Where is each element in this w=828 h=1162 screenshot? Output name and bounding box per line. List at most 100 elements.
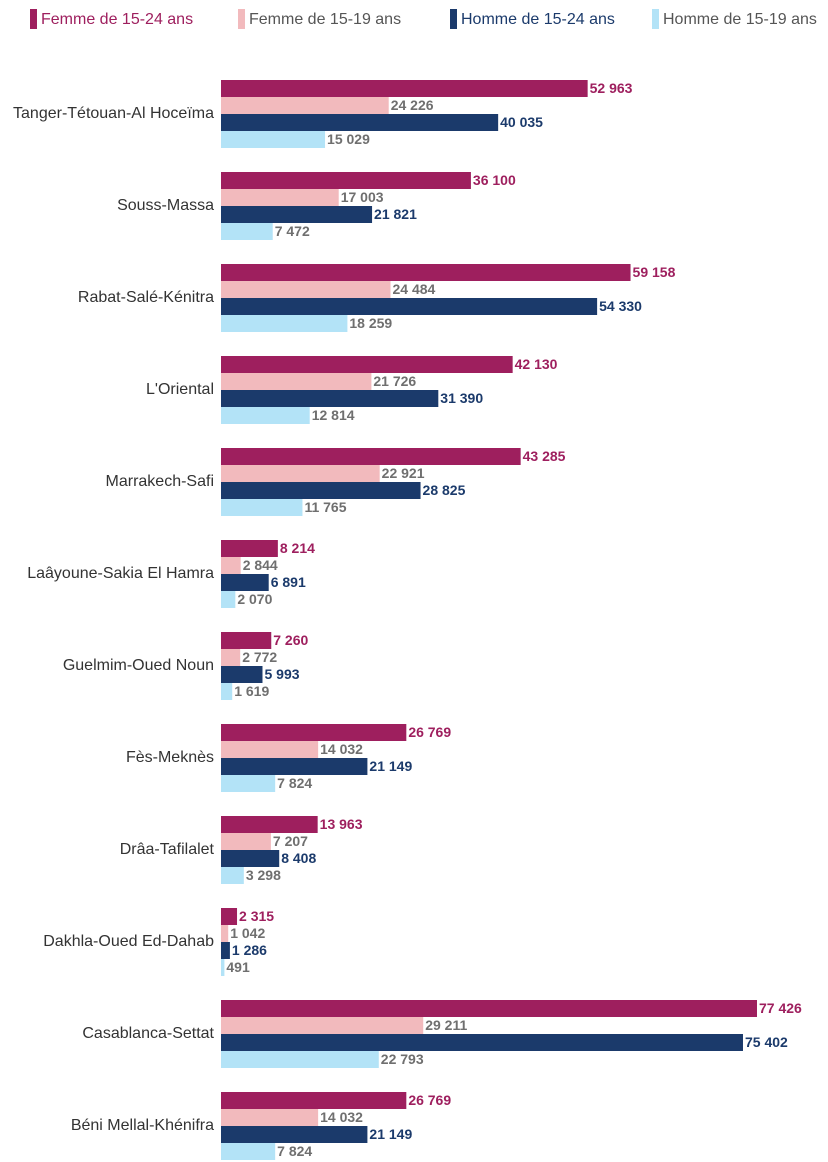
legend-label: Femme de 15-24 ans xyxy=(41,11,193,28)
legend-swatch xyxy=(30,9,37,29)
value-label: 11 765 xyxy=(304,499,346,515)
bar xyxy=(221,1034,743,1051)
bar xyxy=(221,1000,757,1017)
category-label: Tanger-Tétouan-Al Hoceïma xyxy=(13,105,214,122)
legend-swatch xyxy=(652,9,659,29)
bar xyxy=(221,632,272,649)
value-label: 3 298 xyxy=(246,867,281,883)
bar xyxy=(221,80,588,97)
value-label: 5 993 xyxy=(264,666,299,682)
value-label: 491 xyxy=(226,959,250,975)
value-label: 36 100 xyxy=(473,172,516,188)
value-label: 17 003 xyxy=(341,189,384,205)
bar xyxy=(221,1051,379,1068)
value-label: 22 793 xyxy=(381,1051,424,1067)
value-label: 21 149 xyxy=(369,1126,412,1142)
value-label: 75 402 xyxy=(745,1034,788,1050)
value-label: 2 315 xyxy=(239,908,274,924)
value-label: 40 035 xyxy=(500,114,543,130)
bar xyxy=(221,465,380,482)
legend-label: Homme de 15-19 ans xyxy=(663,11,817,28)
bar xyxy=(221,867,244,884)
bar xyxy=(221,540,278,557)
legend-label: Homme de 15-24 ans xyxy=(461,11,615,28)
legend-label: Femme de 15-19 ans xyxy=(249,11,401,28)
category-label: Drâa-Tafilalet xyxy=(120,841,215,858)
bar xyxy=(221,574,269,591)
value-label: 14 032 xyxy=(320,1109,363,1125)
value-label: 12 814 xyxy=(312,407,355,423)
value-label: 7 824 xyxy=(277,775,312,791)
bar xyxy=(221,281,391,298)
category-label: Béni Mellal-Khénifra xyxy=(71,1117,214,1134)
value-label: 31 390 xyxy=(440,390,483,406)
bar xyxy=(221,557,241,574)
value-label: 8 408 xyxy=(281,850,316,866)
category-label: Dakhla-Oued Ed-Dahab xyxy=(43,933,214,950)
bar xyxy=(221,131,326,148)
value-label: 14 032 xyxy=(320,741,363,757)
value-label: 7 260 xyxy=(273,632,308,648)
bar xyxy=(221,649,241,666)
value-label: 43 285 xyxy=(523,448,566,464)
value-label: 7 207 xyxy=(273,833,308,849)
value-label: 18 259 xyxy=(349,315,392,331)
bar xyxy=(221,833,271,850)
bar xyxy=(221,850,280,867)
value-label: 8 214 xyxy=(280,540,315,556)
bar xyxy=(221,724,407,741)
category-label: Fès-Meknès xyxy=(126,749,214,766)
bar xyxy=(221,114,499,131)
value-label: 26 769 xyxy=(408,1092,451,1108)
bar xyxy=(221,1017,424,1034)
legend-swatch xyxy=(450,9,457,29)
bar xyxy=(221,298,598,315)
bar xyxy=(221,206,373,223)
category-label: Rabat-Salé-Kénitra xyxy=(78,289,214,306)
bar xyxy=(221,97,389,114)
bar xyxy=(221,1092,407,1109)
category-label: Casablanca-Settat xyxy=(82,1025,214,1042)
value-label: 1 286 xyxy=(232,942,267,958)
category-label: Guelmim-Oued Noun xyxy=(63,657,214,674)
bar xyxy=(221,959,225,976)
bar xyxy=(221,591,236,608)
bar xyxy=(221,666,263,683)
value-label: 1 619 xyxy=(234,683,269,699)
value-label: 7 472 xyxy=(275,223,310,239)
bar xyxy=(221,741,319,758)
bar xyxy=(221,683,233,700)
category-label: Marrakech-Safi xyxy=(106,473,214,490)
bar xyxy=(221,315,348,332)
bar xyxy=(221,908,238,925)
value-label: 21 149 xyxy=(369,758,412,774)
bar xyxy=(221,942,230,959)
bar xyxy=(221,499,303,516)
bar xyxy=(221,189,339,206)
value-label: 21 726 xyxy=(373,373,416,389)
value-label: 59 158 xyxy=(633,264,676,280)
value-label: 15 029 xyxy=(327,131,370,147)
bar xyxy=(221,816,318,833)
value-label: 54 330 xyxy=(599,298,642,314)
category-label: Laâyoune-Sakia El Hamra xyxy=(27,565,214,582)
value-label: 7 824 xyxy=(277,1143,312,1159)
bar xyxy=(221,1126,368,1143)
value-label: 77 426 xyxy=(759,1000,802,1016)
value-label: 28 825 xyxy=(423,482,466,498)
bar xyxy=(221,758,368,775)
value-label: 24 226 xyxy=(391,97,434,113)
category-label: L'Oriental xyxy=(146,381,214,398)
value-label: 2 844 xyxy=(243,557,278,573)
bar xyxy=(221,482,421,499)
value-label: 13 963 xyxy=(320,816,363,832)
bar xyxy=(221,407,310,424)
bar xyxy=(221,172,471,189)
bar xyxy=(221,448,521,465)
value-label: 42 130 xyxy=(515,356,558,372)
value-label: 52 963 xyxy=(590,80,633,96)
legend-swatch xyxy=(238,9,245,29)
bar xyxy=(221,390,439,407)
bar xyxy=(221,1109,319,1126)
